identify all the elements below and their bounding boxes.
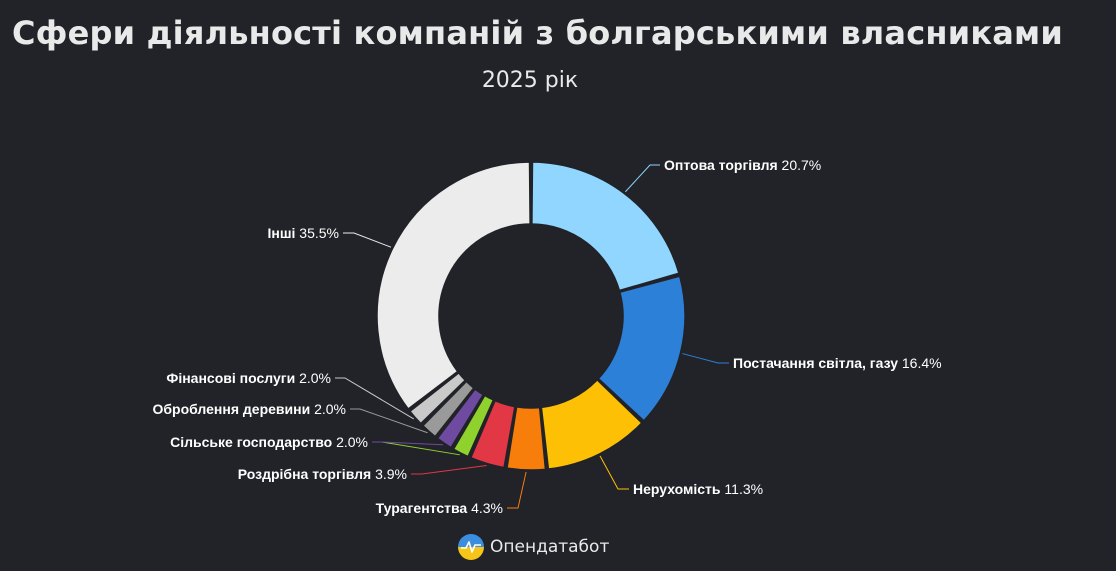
slice-label-category: Оптова торгівля (664, 157, 782, 173)
slice-label-category: Оброблення деревини (152, 401, 314, 417)
slice-label-value: 16.4% (902, 355, 942, 371)
leader-line (682, 353, 729, 364)
slice-label: Роздрібна торгівля 3.9% (238, 466, 407, 482)
donut-slice (376, 161, 531, 410)
slice-label: Нерухомість 11.3% (633, 481, 763, 497)
donut-slice (452, 394, 495, 458)
donut-slice (597, 275, 686, 422)
donut-slice (436, 388, 484, 449)
slice-label: Постачання світла, газу 16.4% (733, 355, 942, 371)
slice-label-value: 2.0% (314, 401, 346, 417)
slice-label: Турагентства 4.3% (376, 500, 503, 516)
slice-label: Фінансові послуги 2.0% (166, 370, 331, 386)
slice-label-category: Турагентства (376, 500, 471, 516)
slice-labels: Оптова торгівля 20.7% Постачання світла, … (152, 157, 941, 516)
slice-label-category: Роздрібна торгівля (238, 466, 375, 482)
slice-label-category: Постачання світла, газу (733, 355, 902, 371)
donut-slice (531, 161, 680, 292)
chart-subtitle: 2025 рік (481, 68, 579, 93)
leader-lines (335, 164, 729, 509)
leader-line (335, 377, 415, 420)
donut-slice (470, 399, 516, 469)
brand: Опендатабот (458, 534, 609, 560)
leader-line (411, 465, 487, 475)
donut-slices (376, 161, 686, 471)
donut-slice (540, 379, 643, 470)
slice-label: Сільське господарство 2.0% (170, 434, 368, 450)
chart-title: Сфери діяльності компаній з болгарськими… (12, 14, 1064, 52)
donut-slice (506, 406, 547, 471)
leader-line (343, 232, 392, 248)
slice-label-value: 2.0% (336, 434, 368, 450)
slice-label: Інші 35.5% (268, 225, 340, 241)
slice-label: Оптова торгівля 20.7% (664, 157, 821, 173)
slice-label: Оброблення деревини 2.0% (152, 401, 346, 417)
donut-slice (422, 380, 475, 438)
slice-label-category: Нерухомість (633, 481, 724, 497)
donut-slice (409, 372, 466, 425)
slice-label-category: Фінансові послуги (166, 370, 299, 386)
slice-label-value: 11.3% (724, 481, 763, 497)
slice-label-value: 3.9% (375, 466, 407, 482)
leader-line (372, 441, 444, 446)
opendatabot-logo-icon (458, 534, 484, 560)
leader-line (507, 471, 527, 509)
slice-label-category: Сільське господарство (170, 434, 336, 450)
leader-line (624, 164, 660, 193)
leader-line (599, 455, 629, 490)
slice-label-value: 35.5% (299, 225, 339, 241)
brand-name: Опендатабот (490, 537, 610, 557)
slice-label-value: 2.0% (299, 370, 331, 386)
leader-line (350, 408, 428, 434)
slice-label-category: Інші (268, 225, 300, 241)
slice-label-value: 20.7% (782, 157, 822, 173)
slice-label-value: 4.3% (471, 500, 503, 516)
